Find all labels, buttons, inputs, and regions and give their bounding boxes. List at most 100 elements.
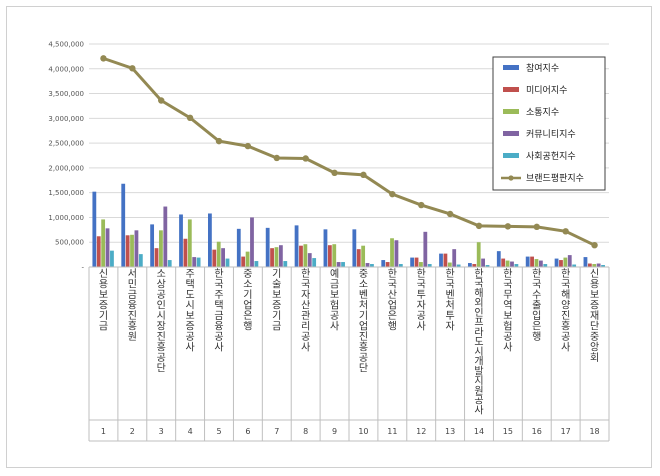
bar (294, 225, 299, 267)
category-char: 벤 (446, 289, 455, 301)
bar (554, 258, 559, 267)
category-number: 17 (561, 427, 571, 436)
category-char: 지 (474, 375, 483, 387)
category-char: 국 (446, 279, 455, 291)
bar (587, 263, 592, 267)
bar (419, 262, 423, 267)
bar (501, 258, 506, 267)
bar (543, 264, 548, 267)
category-char: 공 (186, 331, 195, 343)
category-char: 소 (243, 279, 252, 291)
category-char: 흥 (157, 341, 166, 354)
bar (476, 242, 481, 267)
category-char: 한 (474, 268, 483, 280)
category-char: 진 (157, 331, 166, 343)
bar (179, 214, 183, 267)
bar (361, 245, 366, 267)
category-char: 증 (99, 300, 108, 312)
bar (92, 191, 97, 267)
category-number: 3 (159, 427, 164, 436)
line-point (418, 201, 425, 209)
bar (394, 240, 399, 267)
line-point (158, 97, 165, 104)
category-char: 증 (186, 321, 195, 333)
legend-label: 소통지수 (526, 107, 559, 118)
category-char: 개 (474, 356, 483, 368)
bar (510, 261, 514, 267)
category-number: 4 (188, 427, 193, 436)
category-char: 산 (388, 289, 397, 301)
line-point (244, 142, 252, 150)
bar (154, 248, 159, 267)
category-char: 공 (417, 310, 426, 322)
line-point (100, 55, 107, 62)
bar (307, 253, 312, 267)
category-char: 금 (272, 321, 281, 333)
category-char: 중 (243, 268, 252, 280)
category-char: 처 (359, 300, 368, 312)
category-number: 10 (358, 427, 368, 436)
bar (192, 257, 197, 267)
category-char: 흥 (359, 341, 368, 354)
category-char: 금 (99, 321, 108, 333)
category-char: 입 (532, 309, 541, 322)
category-char: 장 (157, 321, 166, 333)
line-point (360, 171, 367, 179)
category-number: 16 (532, 427, 542, 436)
category-char: 국 (417, 279, 426, 291)
category-char: 신 (99, 268, 108, 280)
category-char: 기 (359, 310, 368, 322)
category-char: 한 (561, 268, 570, 280)
category-char: 도 (474, 337, 483, 348)
bar (390, 238, 394, 267)
bar (496, 251, 501, 267)
bar (410, 257, 415, 267)
category-char: 은 (388, 310, 397, 322)
line-point (186, 114, 194, 122)
category-char: 진 (359, 331, 368, 343)
category-char: 시 (474, 346, 483, 358)
category-char: 무 (503, 290, 512, 301)
bars (92, 183, 605, 267)
category-char: 처 (446, 300, 455, 312)
bar (121, 183, 126, 267)
category-char: 한 (301, 268, 310, 280)
category-char: 공 (157, 352, 166, 364)
line-point (504, 223, 512, 230)
category-char: 투 (417, 289, 426, 301)
category-char: 사 (503, 342, 512, 354)
bar (439, 253, 443, 267)
line-point (475, 222, 483, 230)
bar (443, 253, 448, 267)
category-char: 증 (590, 300, 599, 312)
category-char: 국 (214, 279, 223, 291)
bar (125, 235, 130, 267)
category-char: 사 (214, 342, 223, 354)
category-char: 리 (301, 321, 310, 333)
category-number: 11 (387, 427, 397, 436)
category-char: 국 (561, 279, 570, 291)
category-char: 한 (532, 268, 541, 280)
category-char: 행 (532, 331, 541, 343)
category-char: 업 (388, 299, 397, 312)
category-char: 해 (474, 286, 483, 299)
bar (208, 213, 212, 267)
category-char: 행 (243, 321, 252, 333)
bar (572, 264, 577, 267)
category-char: 사 (186, 342, 195, 354)
bar (167, 260, 172, 267)
bar (303, 244, 308, 267)
bar (485, 265, 490, 267)
category-number: 12 (416, 427, 426, 436)
category-char: 양 (561, 300, 570, 312)
category-number: 1 (101, 427, 106, 436)
category-char: 산 (301, 300, 310, 312)
category-char: 공 (330, 310, 339, 322)
